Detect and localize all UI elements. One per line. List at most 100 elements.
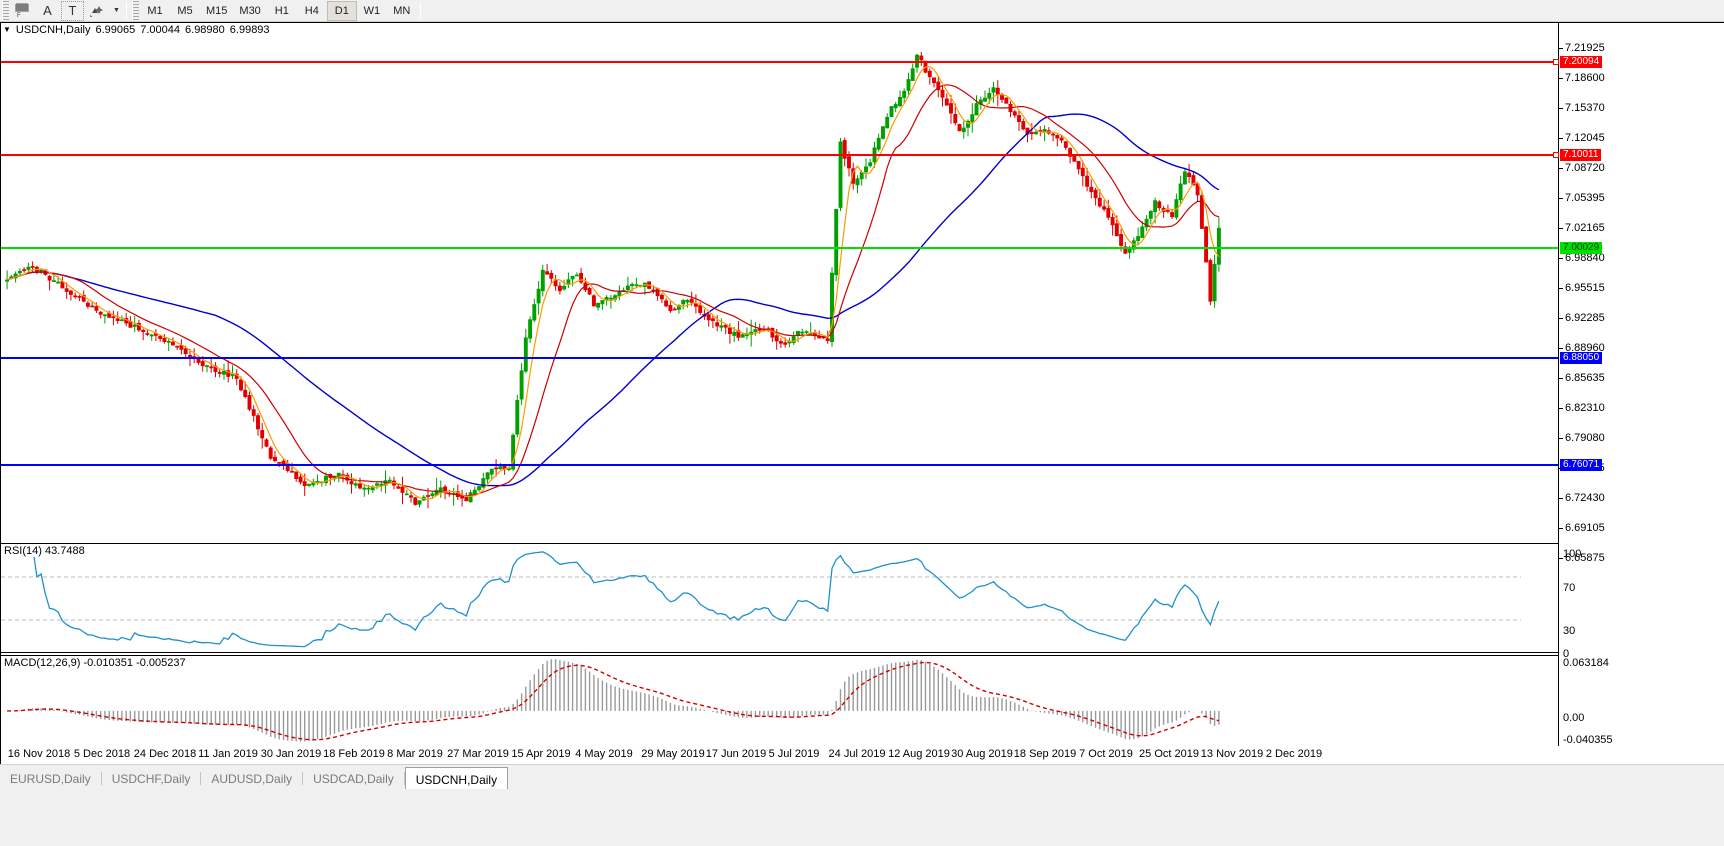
macd-plot [7,659,1220,742]
support-line-676071[interactable] [1,464,1558,466]
tab-divider [403,772,405,785]
time-label: 24 Jul 2019 [828,748,886,760]
timeframe-h1[interactable]: H1 [274,4,289,17]
resistance-line-720094-badge[interactable]: 7.20094 [1560,56,1603,68]
chart-area[interactable]: ▼ USDCNH,Daily 6.99065 7.00044 6.98980 6… [0,22,1724,747]
timeframe-m5[interactable]: M5 [177,4,193,17]
time-label: 24 Dec 2018 [133,748,197,760]
rsi-plot [1,546,1521,648]
price-tick: 7.18600 [1559,73,1605,84]
pivot-line-700029-badge[interactable]: 7.00029 [1560,242,1603,254]
timeframe-d1[interactable]: D1 [326,0,357,21]
svg-text:F: F [17,13,21,18]
macd-label: MACD(12,26,9) -0.010351 -0.005237 [4,657,189,669]
timeframe-m30[interactable]: M30 [239,4,261,17]
time-label: 27 Mar 2019 [447,748,509,760]
price-tick: 6.79080 [1559,433,1605,444]
chart-symbol-label: USDCNH,Daily [15,24,91,36]
macd-scale-label: 0.00 [1563,712,1585,724]
tab-divider [100,772,102,785]
price-tick: 6.82310 [1559,403,1605,414]
toolbar-divider-end [419,2,421,19]
line-handle[interactable] [1553,59,1559,65]
chart-tab-usdchf[interactable]: USDCHF,Daily [111,772,191,786]
support-line-688050-badge[interactable]: 6.88050 [1560,352,1603,364]
chart-tab-bar: EURUSD,Daily USDCHF,Daily AUDUSD,Daily U… [0,764,1724,846]
dropdown-arrow-icon[interactable]: ▼ [110,1,123,21]
time-label: 18 Feb 2019 [323,748,385,760]
price-tick: 7.21925 [1559,43,1605,54]
resistance-line-710011-badge[interactable]: 7.10011 [1560,149,1602,161]
support-line-676071-badge[interactable]: 6.76071 [1560,459,1603,471]
chart-tab-audusd[interactable]: AUDUSD,Daily [211,772,293,786]
price-tick: 6.88960 [1559,343,1605,354]
text-a-icon[interactable]: A [36,1,59,21]
timeframe-m1[interactable]: M1 [147,4,163,17]
price-tick: 7.12045 [1559,133,1605,144]
time-label: 2 Dec 2019 [1265,748,1323,760]
resistance-line-720094[interactable] [1,59,1559,65]
price-tick: 6.85635 [1559,373,1605,384]
timeframe-m15[interactable]: M15 [206,4,228,17]
toolbar-grip[interactable] [2,0,9,21]
text-a-glyph: A [43,3,52,18]
time-label: 18 Sep 2019 [1013,748,1077,760]
rsi-scale-label: 30 [1563,625,1576,637]
objects-icon[interactable] [86,1,109,21]
price-tick: 6.72430 [1559,493,1605,504]
price-pane[interactable] [1,23,1558,541]
time-label: 13 Nov 2019 [1200,748,1264,760]
timeframe-grip[interactable] [132,0,139,21]
support-line-688050[interactable] [1,357,1558,359]
macd-scale-label: 0.063184 [1563,657,1609,669]
toolbar-divider [126,2,127,19]
price-tick: 6.92285 [1559,313,1605,324]
chart-header: ▼ USDCNH,Daily 6.99065 7.00044 6.98980 6… [1,23,270,37]
rsi-scale-label: 100 [1563,548,1582,560]
rsi-label: RSI(14) 43.7488 [4,545,88,557]
time-label: 30 Jan 2019 [260,748,322,760]
timeframe-w1[interactable]: W1 [363,4,381,17]
price-tick: 6.65875 [1559,553,1605,564]
time-axis[interactable]: 16 Nov 2018 5 Dec 2018 24 Dec 2018 11 Jan 2… [0,746,1724,764]
macd-scale-label: -0.040355 [1563,734,1613,746]
chart-tab-usdcnh[interactable]: USDCNH,Daily [404,767,509,789]
price-tick: 6.98840 [1559,253,1605,264]
price-tick: 7.08720 [1559,163,1605,174]
text-label-glyph: T [68,3,77,18]
rsi-pane[interactable]: RSI(14) 43.7488 [1,543,1558,653]
crosshair-icon[interactable]: F [11,1,34,21]
line-handle[interactable] [1553,152,1559,158]
rsi-scale-label: 70 [1563,582,1576,594]
text-label-icon[interactable]: T [61,0,84,21]
macd-pane[interactable]: MACD(12,26,9) -0.010351 -0.005237 [1,655,1558,747]
time-label: 5 Jul 2019 [768,748,820,760]
time-label: 25 Oct 2019 [1139,748,1199,760]
timeframe-h4[interactable]: H4 [304,4,319,17]
time-label: 4 May 2019 [575,748,633,760]
chart-toolbar: F A T ▼ M1 M5 M15 M30 H1 H4 D1 W1 MN [0,0,1724,22]
tab-divider [302,772,304,785]
pivot-line-700029[interactable] [1,247,1558,249]
ohlc-low: 6.98980 [185,24,225,36]
chart-tab-eurusd[interactable]: EURUSD,Daily [10,772,91,786]
price-tick: 7.15370 [1559,103,1605,114]
time-label: 5 Dec 2018 [73,748,131,760]
resistance-line-710011[interactable] [1,152,1559,158]
price-tick: 7.05395 [1559,193,1605,204]
time-label: 29 May 2019 [641,748,705,760]
chart-tab-usdcad[interactable]: USDCAD,Daily [313,772,394,786]
time-label: 17 Jun 2019 [705,748,767,760]
price-scale-divider [1558,23,1559,747]
ohlc-high: 7.00044 [140,24,181,36]
timeframe-mn[interactable]: MN [393,4,411,17]
rsi-scale-label: 0 [1563,648,1570,660]
time-label: 16 Nov 2018 [7,748,71,760]
time-label: 11 Jan 2019 [198,748,258,760]
time-label: 12 Aug 2019 [888,748,950,760]
ohlc-close: 6.99893 [229,24,270,36]
time-label: 8 Mar 2019 [387,748,443,760]
chart-menu-caret[interactable]: ▼ [3,25,11,34]
price-axis[interactable]: 7.21925 7.18600 7.15370 7.12045 7.08720 7.053… [1559,23,1724,747]
